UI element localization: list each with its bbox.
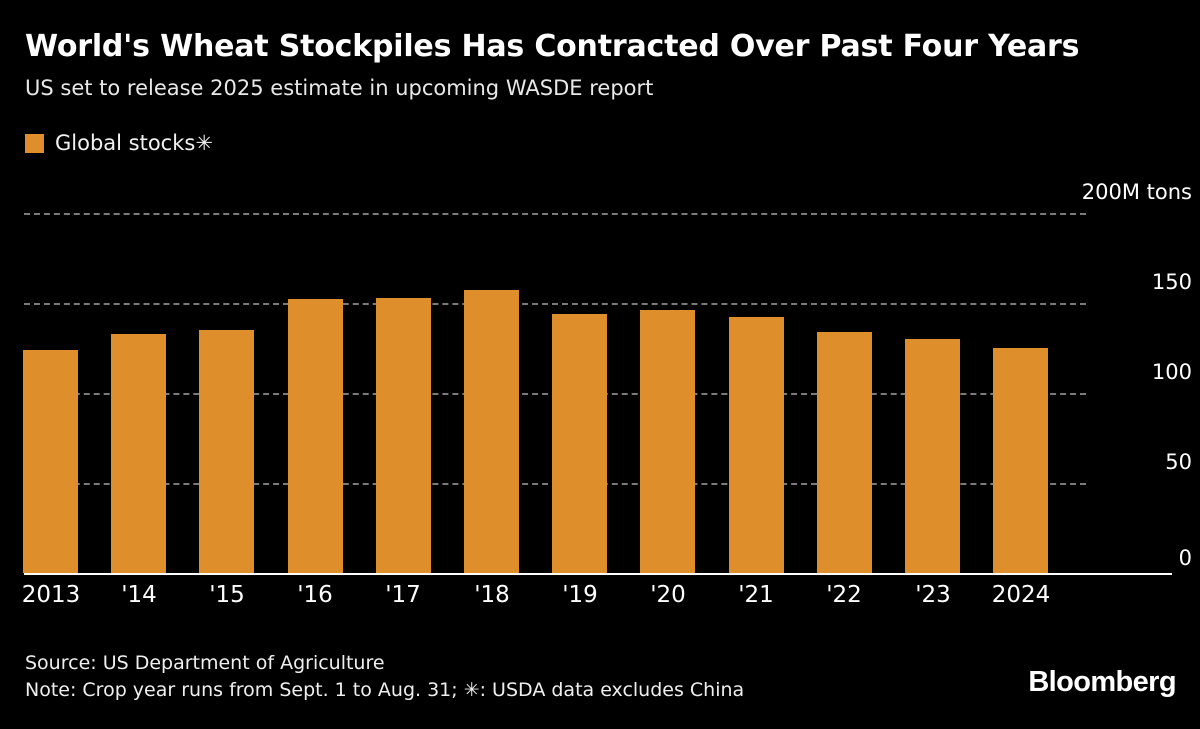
- x-axis-tick-label: '16: [297, 582, 333, 608]
- bar: [640, 310, 695, 573]
- chart-plot-area: 200M tons 150 100 50 0 2013 '14 '15 '16 '17 '18 '1…: [0, 160, 1200, 630]
- page-title: World's Wheat Stockpiles Has Contracted …: [25, 29, 1080, 64]
- chart-subtitle: US set to release 2025 estimate in upcom…: [25, 76, 654, 100]
- gridline: [24, 213, 1086, 215]
- chart-footer: Source: US Department of Agriculture Not…: [25, 650, 1175, 704]
- bar: [817, 331, 872, 573]
- bar: [552, 313, 607, 573]
- y-axis-tick-label: 100: [1151, 360, 1192, 384]
- bar: [993, 348, 1048, 573]
- bloomberg-logo: Bloomberg: [1028, 666, 1176, 698]
- x-axis-tick-label: '18: [474, 582, 510, 608]
- x-axis-tick-label: '20: [650, 582, 686, 608]
- legend-item-label: Global stocks✳: [55, 131, 213, 155]
- chart-legend: Global stocks✳: [25, 133, 213, 154]
- y-axis-tick-label: 200M tons: [1081, 180, 1192, 204]
- y-axis-tick-label: 150: [1151, 270, 1192, 294]
- x-axis-tick-label: '17: [385, 582, 421, 608]
- bar: [464, 290, 519, 573]
- x-axis-tick-label: '21: [738, 582, 774, 608]
- bar: [199, 330, 254, 573]
- legend-swatch-icon: [25, 134, 44, 153]
- bar: [905, 339, 960, 573]
- source-note: Source: US Department of Agriculture: [25, 652, 385, 674]
- methodology-note: Note: Crop year runs from Sept. 1 to Aug…: [25, 679, 745, 701]
- x-axis-line: [24, 573, 1172, 575]
- x-axis-tick-label: '15: [209, 582, 245, 608]
- x-axis-tick-label: 2024: [991, 582, 1051, 608]
- bar: [376, 297, 431, 573]
- x-axis-tick-label: '19: [562, 582, 598, 608]
- x-axis-tick-label: 2013: [21, 582, 81, 608]
- bar: [729, 317, 784, 573]
- gridline: [24, 303, 1086, 305]
- x-axis-tick-label: '22: [826, 582, 862, 608]
- x-axis-tick-label: '14: [121, 582, 157, 608]
- bar: [23, 349, 78, 573]
- x-axis-tick-label: '23: [915, 582, 951, 608]
- y-axis-tick-label: 50: [1165, 450, 1192, 474]
- bar-series: [0, 160, 1200, 573]
- y-axis-tick-label: 0: [1178, 546, 1192, 570]
- bar: [111, 333, 166, 573]
- chart-header: World's Wheat Stockpiles Has Contracted …: [25, 28, 1175, 103]
- bar: [288, 299, 343, 573]
